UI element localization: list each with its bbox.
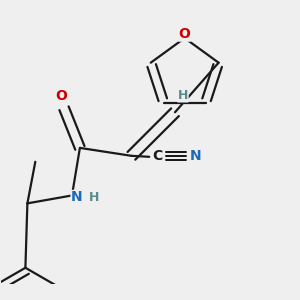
Text: O: O <box>55 89 67 103</box>
Text: C: C <box>152 149 162 163</box>
Text: O: O <box>179 27 190 41</box>
Text: N: N <box>71 190 83 204</box>
Text: N: N <box>190 149 202 163</box>
Text: H: H <box>88 191 99 204</box>
Text: H: H <box>178 89 188 102</box>
